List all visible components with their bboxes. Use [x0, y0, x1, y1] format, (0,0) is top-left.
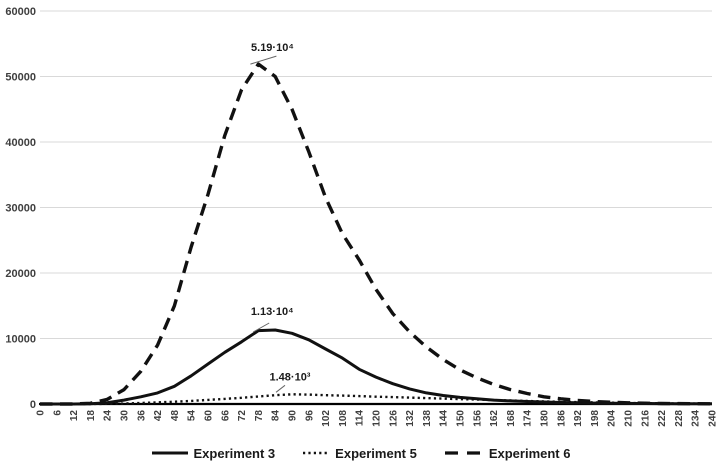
- x-tick-label: 78: [254, 410, 265, 422]
- x-tick-label: 204: [607, 410, 618, 427]
- data-label: 1.13·10⁴: [251, 306, 294, 318]
- x-tick-label: 150: [456, 410, 467, 427]
- x-tick-label: 132: [405, 410, 416, 427]
- x-tick-label: 30: [120, 410, 131, 422]
- legend-label-experiment-6: Experiment 6: [488, 445, 571, 461]
- x-tick-label: 126: [388, 410, 399, 427]
- x-tick-label: 210: [624, 410, 635, 427]
- data-label: 5.19·10⁴: [251, 42, 294, 54]
- x-tick-label: 192: [573, 410, 584, 427]
- x-tick-label: 72: [237, 410, 248, 422]
- series-line-experiment-3: [40, 328, 712, 406]
- x-tick-label: 18: [86, 410, 97, 422]
- x-tick-label: 42: [153, 410, 164, 422]
- x-tick-label: 186: [556, 410, 567, 427]
- x-tick-label: 144: [439, 410, 450, 427]
- y-tick-label: 20000: [5, 268, 36, 280]
- legend: Experiment 3 Experiment 5 Experiment 6: [0, 441, 720, 465]
- x-tick-label: 36: [136, 410, 147, 422]
- x-tick-label: 102: [321, 410, 332, 427]
- x-tick-label: 48: [170, 410, 181, 422]
- x-tick-label: 108: [338, 410, 349, 427]
- x-tick-label: 216: [640, 410, 651, 427]
- x-tick-label: 240: [708, 410, 719, 427]
- y-tick-label: 30000: [5, 203, 36, 215]
- series-line-experiment-5: [40, 393, 713, 406]
- x-tick-label: 120: [372, 410, 383, 427]
- x-tick-label: 96: [304, 410, 315, 422]
- x-tick-label: 12: [69, 410, 80, 422]
- x-tick-label: 66: [220, 410, 231, 422]
- y-tick-label: 0: [30, 399, 36, 411]
- x-tick-label: 114: [355, 410, 366, 427]
- leader-line: [252, 322, 270, 333]
- data-label: 1.48·10³: [270, 371, 311, 383]
- x-tick-label: 180: [540, 410, 551, 427]
- y-tick-label: 10000: [5, 334, 36, 346]
- x-tick-label: 24: [103, 410, 114, 422]
- legend-item-experiment-3: Experiment 3: [150, 445, 276, 461]
- x-tick-label: 54: [187, 410, 198, 422]
- legend-item-experiment-5: Experiment 5: [301, 446, 417, 461]
- x-tick-label: 198: [590, 410, 601, 427]
- x-tick-label: 156: [472, 410, 483, 427]
- x-tick-label: 60: [204, 410, 215, 422]
- dashed-line-marker-icon: [444, 451, 483, 455]
- legend-label-experiment-3: Experiment 3: [193, 445, 276, 461]
- y-tick-label: 50000: [5, 72, 36, 84]
- x-tick-label: 234: [691, 410, 702, 427]
- x-tick-label: 90: [288, 410, 299, 422]
- legend-label-experiment-5: Experiment 5: [335, 445, 417, 461]
- leader-line: [275, 384, 286, 393]
- x-tick-label: 162: [489, 410, 500, 427]
- leader-line: [250, 55, 277, 65]
- x-tick-label: 84: [271, 410, 282, 422]
- series-line-experiment-6: [40, 62, 713, 406]
- x-tick-label: 138: [422, 410, 433, 427]
- x-tick-label: 174: [523, 410, 534, 427]
- x-tick-label: 6: [52, 410, 63, 416]
- solid-line-marker-icon: [151, 451, 188, 455]
- y-tick-label: 40000: [5, 137, 36, 149]
- dotted-line-marker-icon: [303, 451, 330, 455]
- y-tick-label: 60000: [5, 6, 36, 18]
- x-tick-label: 228: [674, 410, 685, 427]
- x-tick-label: 222: [657, 410, 668, 427]
- x-tick-label: 0: [36, 410, 47, 416]
- x-tick-label: 168: [506, 410, 517, 427]
- legend-item-experiment-6: Experiment 6: [443, 445, 571, 461]
